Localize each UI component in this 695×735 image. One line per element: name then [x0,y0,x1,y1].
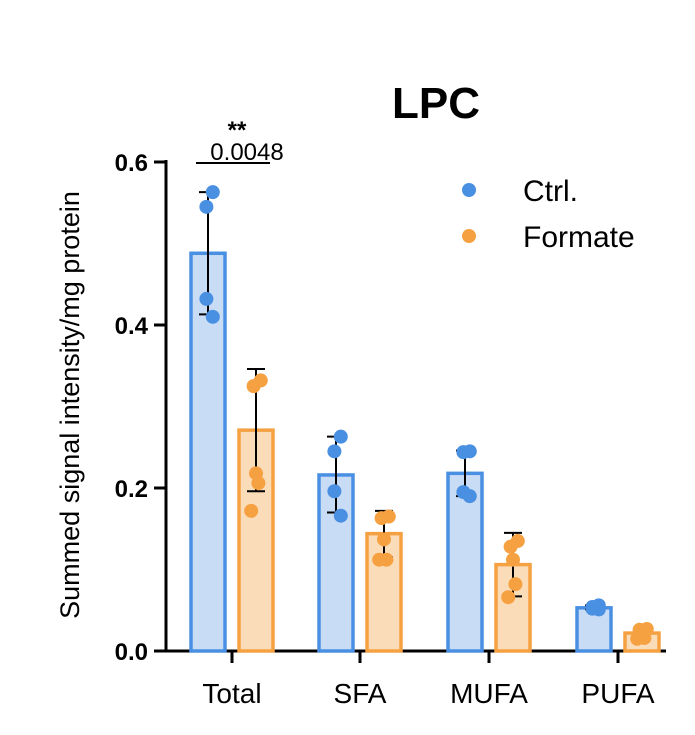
data-point [205,309,220,324]
significance-stars: ** [228,117,247,144]
x-tick-label: PUFA [581,678,654,709]
data-point [372,552,387,567]
data-point [244,503,259,518]
data-point [199,291,214,306]
legend-marker [462,183,476,197]
legend: Ctrl. Formate [462,175,635,254]
y-axis: 0.0 0.2 0.4 0.6 [115,150,168,666]
data-point [456,445,471,460]
significance-annotations: **0.0048 [196,117,284,166]
x-tick-label: SFA [334,678,387,709]
data-point [333,429,348,444]
legend-label: Ctrl. [523,175,578,208]
chart-title: LPC [392,79,480,128]
data-point [251,476,266,491]
data-point [199,199,214,214]
y-tick-label: 0.6 [115,150,148,177]
data-point [327,484,342,499]
data-point [462,489,477,504]
data-point [327,444,342,459]
data-point [374,511,389,526]
x-axis: Total SFA MUFA PUFA [164,649,666,709]
data-point [508,577,523,592]
legend-label: Formate [523,221,635,254]
data-point [501,590,516,605]
data-point [630,631,645,646]
y-tick-label: 0.4 [115,313,149,340]
data-point [506,552,520,567]
data-point [591,602,606,617]
bars [189,251,661,653]
data-point [503,539,518,554]
legend-marker [462,229,476,243]
x-tick-label: Total [202,678,261,709]
data-points [199,185,654,646]
p-value-label: 0.0048 [210,139,283,166]
y-axis-label: Summed signal intensity/mg protein [55,191,85,619]
x-tick-label: MUFA [450,678,528,709]
y-tick-label: 0.0 [115,639,148,666]
bar [446,471,484,653]
data-point [377,532,391,547]
y-tick-label: 0.2 [115,476,148,503]
data-point [246,379,261,394]
data-point [205,185,220,200]
data-point [333,508,348,523]
